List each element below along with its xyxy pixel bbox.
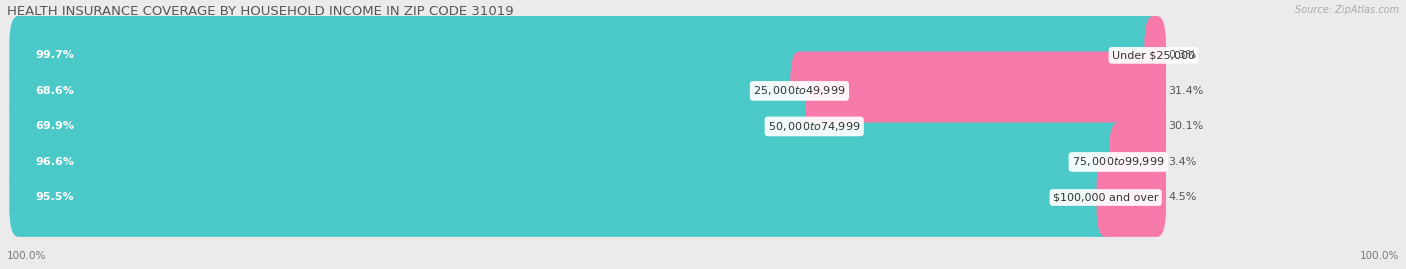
FancyBboxPatch shape [1097,158,1166,237]
FancyBboxPatch shape [10,51,808,130]
Text: $50,000 to $74,999: $50,000 to $74,999 [768,120,860,133]
FancyBboxPatch shape [10,87,824,166]
Text: $75,000 to $99,999: $75,000 to $99,999 [1071,155,1164,168]
FancyBboxPatch shape [10,16,1163,95]
FancyBboxPatch shape [1109,122,1166,201]
Text: Under $25,000: Under $25,000 [1112,50,1195,60]
Text: 95.5%: 95.5% [35,193,75,203]
FancyBboxPatch shape [806,87,1166,166]
Text: 4.5%: 4.5% [1168,193,1197,203]
FancyBboxPatch shape [10,122,1128,201]
Text: 30.1%: 30.1% [1168,121,1204,132]
FancyBboxPatch shape [10,158,1115,237]
Text: 99.7%: 99.7% [35,50,75,60]
Text: HEALTH INSURANCE COVERAGE BY HOUSEHOLD INCOME IN ZIP CODE 31019: HEALTH INSURANCE COVERAGE BY HOUSEHOLD I… [7,5,513,18]
Text: 100.0%: 100.0% [7,251,46,261]
Text: 0.3%: 0.3% [1168,50,1197,60]
Text: 69.9%: 69.9% [35,121,75,132]
FancyBboxPatch shape [10,87,1166,166]
FancyBboxPatch shape [10,122,1166,201]
Text: 3.4%: 3.4% [1168,157,1197,167]
FancyBboxPatch shape [790,51,1166,130]
Text: $100,000 and over: $100,000 and over [1053,193,1159,203]
Text: 96.6%: 96.6% [35,157,75,167]
Text: 31.4%: 31.4% [1168,86,1204,96]
Text: Source: ZipAtlas.com: Source: ZipAtlas.com [1295,5,1399,15]
Text: 100.0%: 100.0% [1360,251,1399,261]
FancyBboxPatch shape [10,158,1166,237]
FancyBboxPatch shape [10,16,1166,95]
Text: $25,000 to $49,999: $25,000 to $49,999 [754,84,845,97]
Text: 68.6%: 68.6% [35,86,75,96]
FancyBboxPatch shape [10,51,1166,130]
FancyBboxPatch shape [1144,16,1166,95]
